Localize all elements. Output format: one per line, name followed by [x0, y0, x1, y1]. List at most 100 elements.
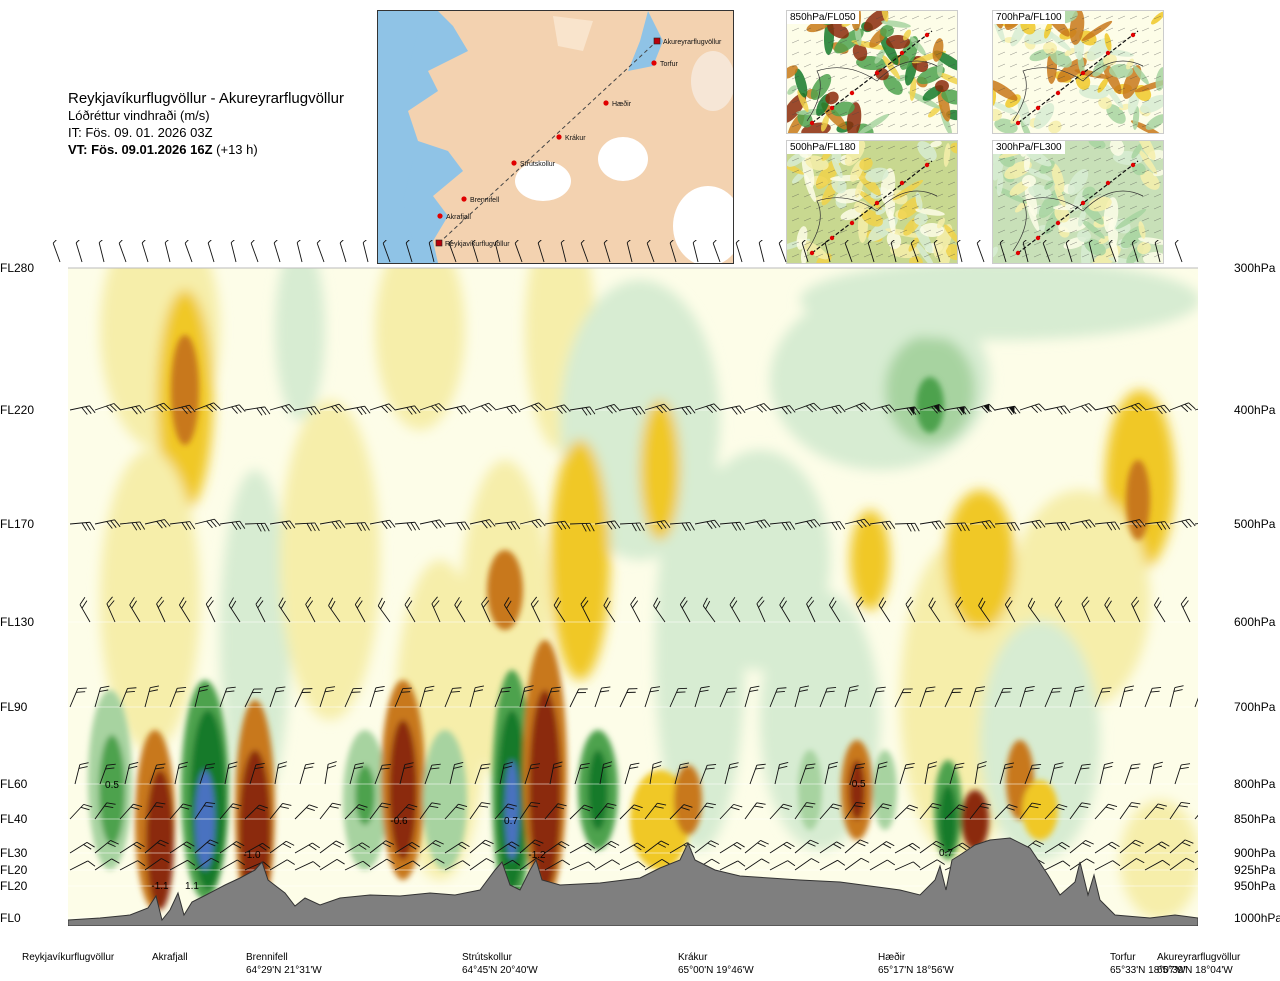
wind-barb	[944, 688, 963, 708]
minimap-300[interactable]: 300hPa/FL300	[992, 140, 1164, 264]
minimap-850[interactable]: 850hPa/FL050	[786, 10, 958, 134]
minimap-barb	[899, 123, 908, 128]
wind-barb	[1131, 596, 1141, 623]
minimap-barb	[815, 39, 824, 44]
minimap-patch	[1103, 53, 1117, 67]
minimap-barb	[899, 217, 908, 222]
route-point-marker	[461, 196, 467, 202]
wind-barb	[369, 840, 395, 854]
wind-barb	[228, 597, 241, 623]
minimap-barb	[1057, 169, 1066, 174]
wind-barb	[1119, 839, 1144, 854]
wind-barb	[794, 839, 819, 854]
minimap-barb	[1153, 193, 1162, 198]
minimap-coastline	[806, 60, 938, 122]
wind-barb	[469, 802, 491, 820]
minimap-patch	[821, 114, 829, 132]
minimap-barb	[863, 99, 872, 104]
wind-barb	[79, 596, 91, 623]
wind-barb	[919, 859, 945, 871]
wind-barb	[819, 841, 845, 854]
wind-barb	[1119, 802, 1141, 820]
minimap-barb	[1129, 87, 1138, 92]
minimap-patch	[787, 65, 798, 79]
wind-barb	[244, 522, 270, 532]
minimap-route-point	[1035, 105, 1041, 111]
minimap-patch	[1131, 143, 1143, 159]
minimap-barb	[851, 181, 860, 186]
wind-barb	[106, 596, 116, 623]
wind-barb	[316, 240, 325, 263]
minimap-barb	[1009, 157, 1018, 162]
wind-barb	[184, 240, 193, 263]
minimap-barb	[911, 51, 920, 56]
wind-barb	[594, 686, 611, 708]
minimap-barb	[1081, 229, 1090, 234]
minimap-barb	[1057, 229, 1066, 234]
minimap-route-point	[829, 105, 835, 111]
minimap-barb	[1057, 39, 1066, 44]
minimap-barb	[1021, 193, 1030, 198]
route-map-graphic: Akureyrarflugvöllur Torfur Hæðir Krákur Strú…	[378, 11, 733, 263]
wind-barb	[1027, 597, 1041, 623]
value-label: -0.6	[390, 816, 408, 827]
wind-barb	[1069, 858, 1095, 871]
minimap-barb	[997, 87, 1006, 92]
wind-barb	[944, 842, 971, 854]
minimap-barb	[947, 111, 956, 116]
minimap-barb	[827, 205, 836, 210]
minimap-patch	[892, 179, 924, 201]
minimap-barb	[1117, 111, 1126, 116]
minimap-barb	[1057, 157, 1066, 162]
minimap-barb	[1093, 123, 1102, 128]
wind-barb	[194, 402, 221, 413]
minimap-barb	[887, 123, 896, 128]
minimap-barb	[899, 27, 908, 32]
minimap-500[interactable]: 500hPa/FL180	[786, 140, 958, 264]
minimap-barb	[1033, 253, 1042, 258]
minimap-route-point	[1055, 220, 1061, 226]
minimap-route-point	[1015, 250, 1021, 256]
velocity-region	[100, 450, 200, 750]
wind-barb	[1194, 803, 1198, 820]
minimap-barb	[1129, 217, 1138, 222]
wind-barb	[1144, 803, 1167, 820]
minimap-barb	[827, 63, 836, 68]
wind-barb	[599, 761, 613, 785]
location-coord: 65°39'N 18°04'W	[1157, 965, 1233, 976]
minimap-barb	[1105, 87, 1114, 92]
wind-barb	[269, 803, 292, 820]
location-label: Torfur 65°33'N 18°07'W	[1110, 951, 1186, 977]
minimap-barb	[1105, 123, 1114, 128]
wind-barb	[278, 597, 291, 623]
minimap-patch	[1155, 67, 1163, 91]
minimap-patch	[1140, 94, 1163, 114]
minimap-barb	[899, 39, 908, 44]
wind-barb	[719, 405, 746, 415]
location-label: Reykjavíkurflugvöllur	[22, 951, 114, 964]
minimap-barb	[887, 75, 896, 80]
minimap-barb	[803, 123, 812, 128]
wind-barb	[674, 762, 690, 785]
wind-barb	[444, 860, 471, 871]
minimap-barb	[791, 39, 800, 44]
minimap-barb	[997, 241, 1006, 246]
minimap-patch	[993, 88, 997, 106]
wind-barb	[1144, 859, 1171, 871]
minimap-route-point	[899, 50, 905, 56]
wind-barb	[867, 240, 875, 263]
minimap-patch	[913, 220, 933, 254]
minimap-patch	[1104, 49, 1134, 57]
minimap-barb	[935, 145, 944, 150]
minimap-300-graphic	[993, 141, 1163, 263]
minimap-barb	[1033, 87, 1042, 92]
wind-barb	[119, 405, 146, 415]
wind-barb	[1124, 763, 1141, 785]
minimap-barb	[1081, 39, 1090, 44]
minimap-700[interactable]: 700hPa/FL100	[992, 10, 1164, 134]
wind-barb	[1194, 841, 1198, 854]
wind-barb	[819, 687, 837, 708]
wind-barb	[399, 762, 414, 785]
location-coord: 65°00'N 19°46'W	[678, 965, 754, 976]
minimap-barb	[899, 169, 908, 174]
